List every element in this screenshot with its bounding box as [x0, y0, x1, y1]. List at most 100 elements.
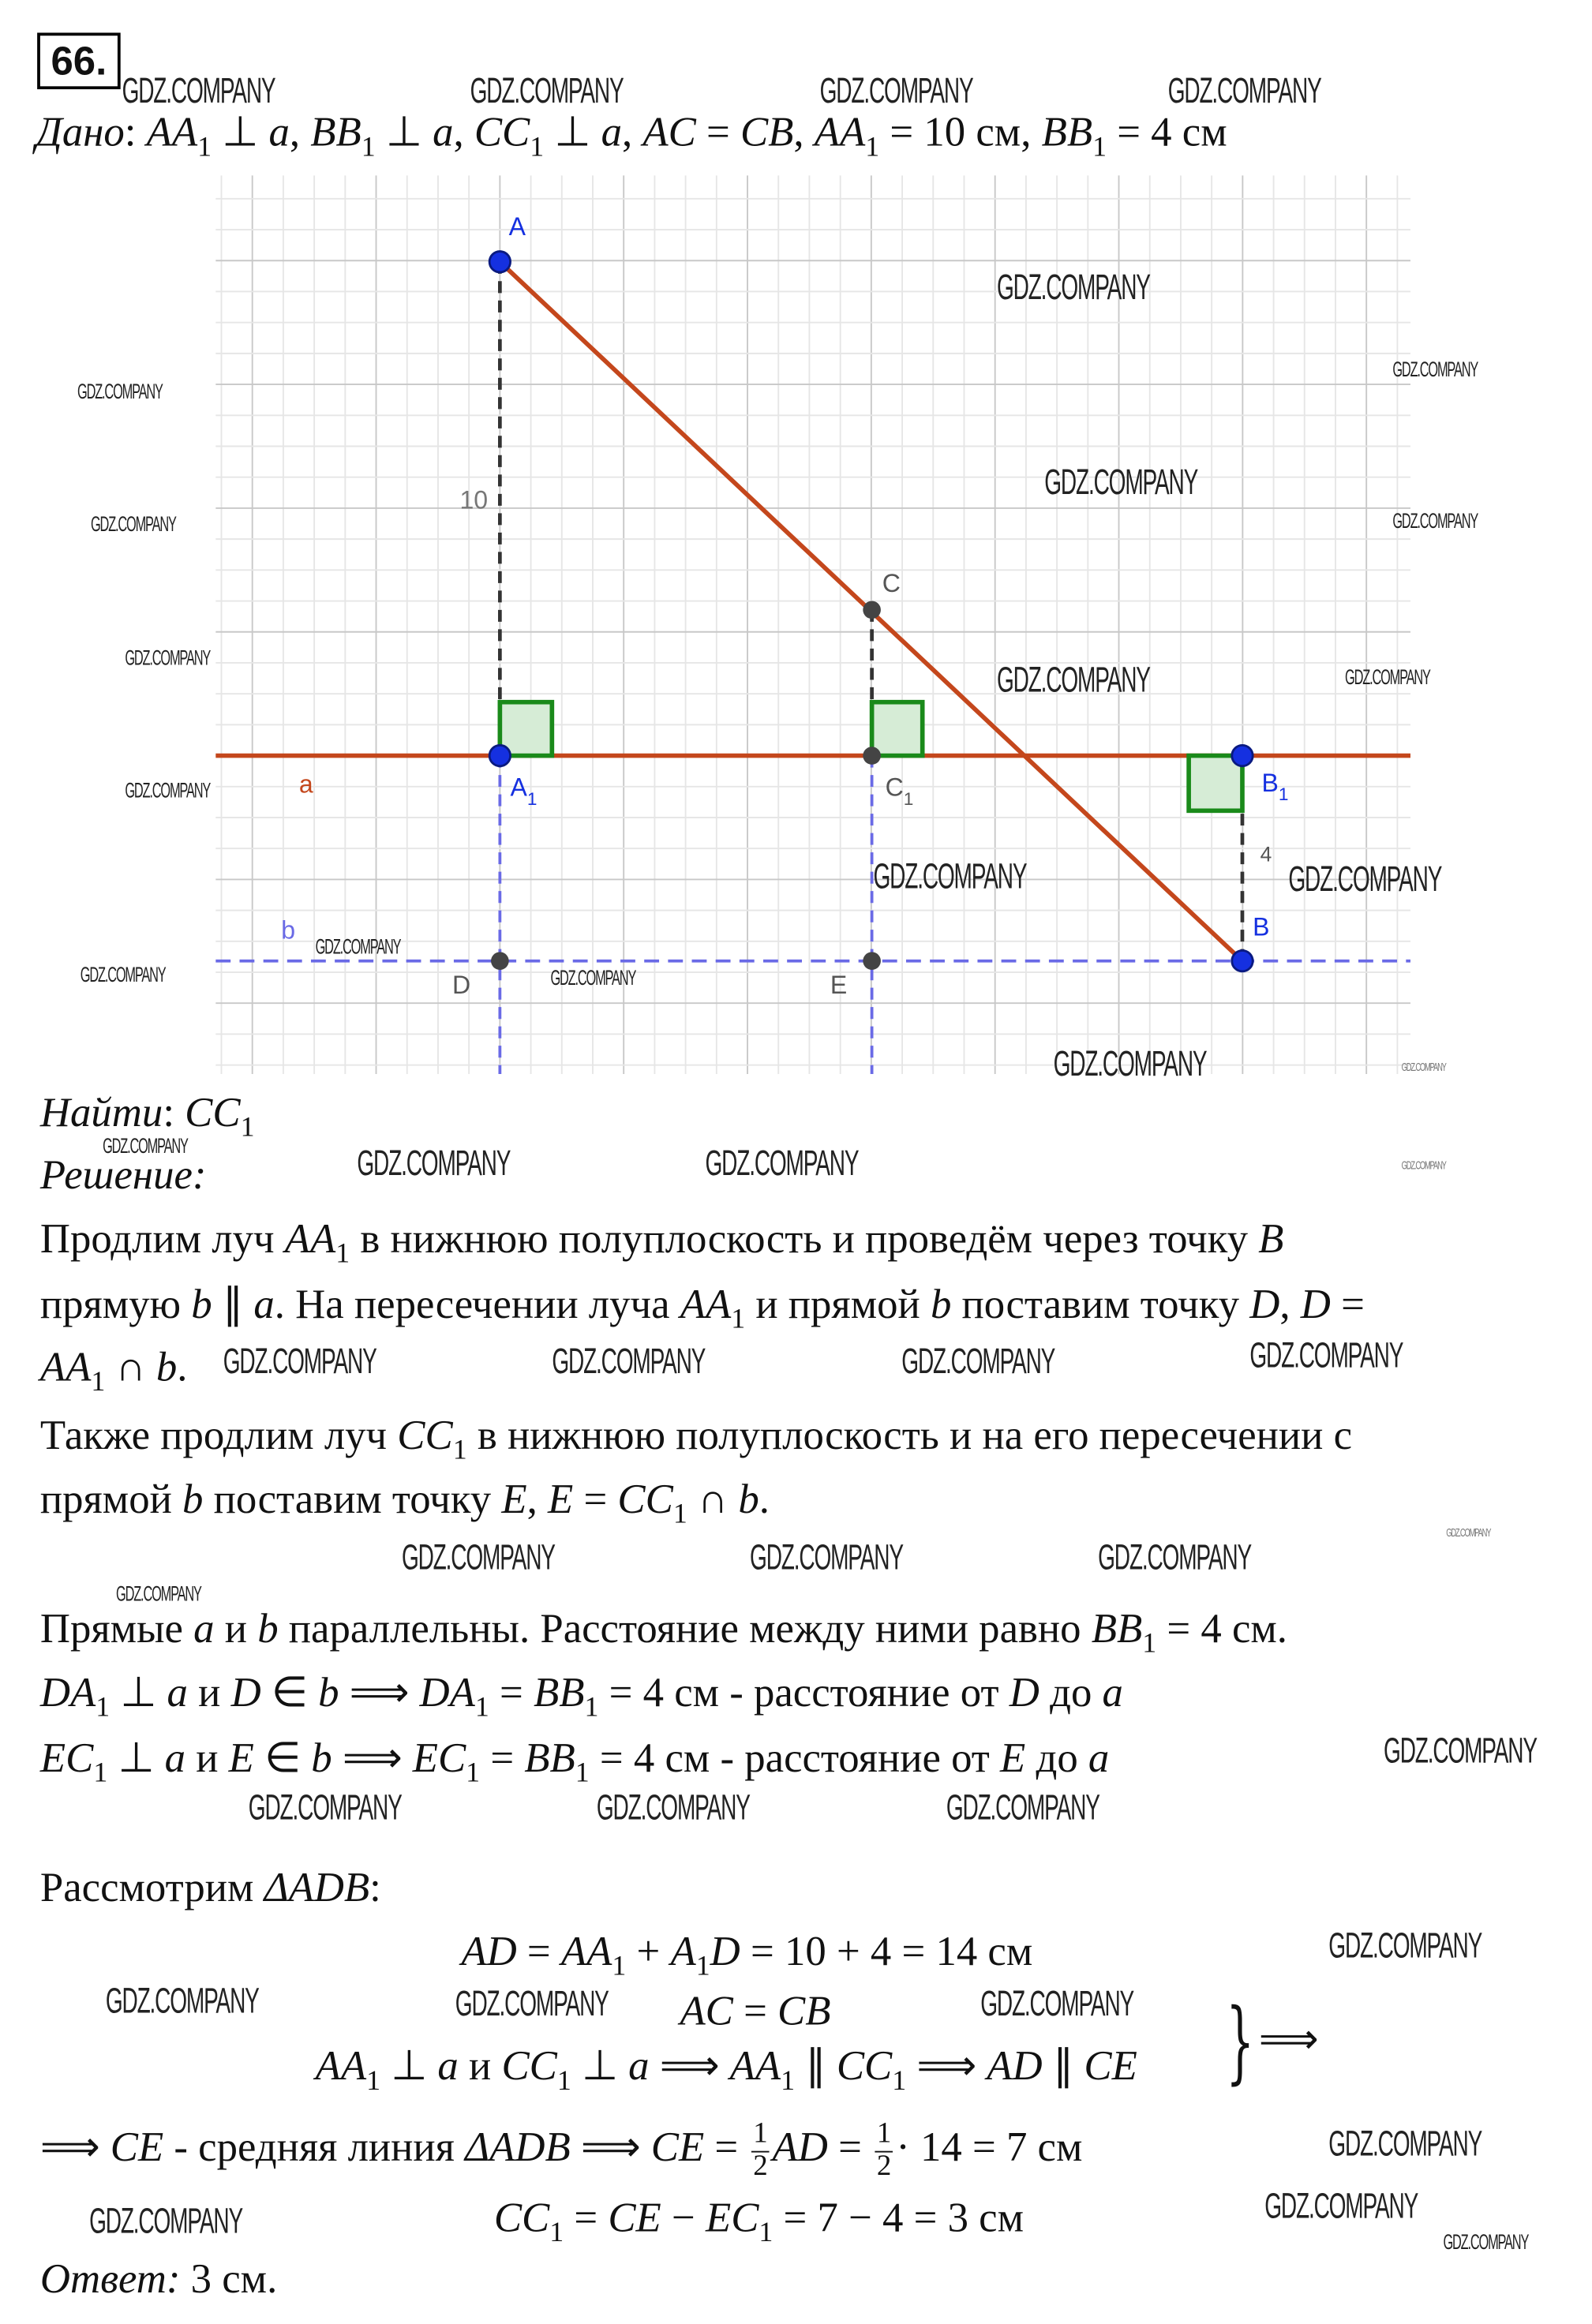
watermark: GDZ.COMPANY	[315, 934, 402, 958]
subscript: 1	[366, 2065, 381, 2098]
math-symbol: a	[433, 110, 454, 156]
math-symbol: DA	[419, 1670, 475, 1717]
text-run: Прямые	[39, 1606, 194, 1653]
math-symbol: AC	[642, 110, 696, 156]
text-run: - средняя линия	[163, 2124, 466, 2172]
text-run: = 4 см - расстояние от	[598, 1670, 1010, 1717]
math-symbol: DA	[39, 1670, 96, 1717]
text-run: в нижнюю полуплоскость и проведём через …	[350, 1216, 1259, 1263]
math-symbol: AA	[284, 1216, 336, 1263]
text-run: ∩	[105, 1345, 156, 1391]
subscript: 1	[731, 1304, 746, 1336]
text-run: до	[1025, 1735, 1088, 1783]
text-run: поставим точку	[951, 1282, 1250, 1329]
midline-part-3: · 14 = 7 см	[896, 2125, 1082, 2171]
math-symbol: E	[501, 1476, 527, 1524]
paragraph-4: Также продлим луч CC1 в нижнюю полуплоск…	[40, 1416, 1352, 1465]
text-run: :	[124, 110, 147, 156]
math-symbol: D	[1300, 1282, 1331, 1329]
math-symbol: AA	[729, 2043, 781, 2090]
label-B1: B1	[1261, 769, 1288, 804]
math-symbol: a	[1088, 1735, 1110, 1783]
text-run: ,	[1279, 1282, 1301, 1329]
text-run: ,	[526, 1476, 549, 1524]
system-implies: ⟹	[1258, 2017, 1319, 2064]
denominator: 2	[876, 2150, 892, 2182]
length-AA1: 10	[459, 486, 488, 515]
math-symbol: AA	[560, 1929, 612, 1976]
geometry-diagram: A A1 C C1 B1 B D E a b 10 4	[215, 175, 1410, 1074]
text-run: =	[489, 1670, 534, 1717]
text-run: :	[369, 1865, 381, 1912]
text-run: прямой	[39, 1476, 183, 1524]
math-symbol: a	[253, 1282, 275, 1329]
paragraph-7: DA1 ⊥ a и D ∈ b ⟹ DA1 = BB1 = 4 см - рас…	[39, 1670, 1123, 1724]
subscript: 1	[361, 132, 376, 163]
midline-line: ⟹ CE - средняя линия ΔADB ⟹ CE = 1 2 AD = …	[40, 2118, 1082, 2182]
point-B	[1231, 949, 1254, 973]
watermark: GDZ.COMPANY	[901, 1342, 1055, 1383]
math-symbol: ΔADB	[264, 1865, 370, 1912]
subscript: 1	[575, 1757, 590, 1790]
given-line: Дано: AA1 ⊥ a, BB1 ⊥ a, CC1 ⊥ a, AC = CB…	[36, 110, 1227, 163]
math-symbol: D	[710, 1929, 740, 1976]
system-line-3: AA1 ⊥ a и CC1 ⊥ a ⟹ AA1 ∥ CC1 ⟹ AD ∥ CE	[315, 2043, 1137, 2098]
watermark: GDZ.COMPANY	[1044, 462, 1198, 503]
watermark: GDZ.COMPANY	[1167, 71, 1322, 112]
subscript: 1	[612, 1951, 627, 1983]
watermark: GDZ.COMPANY	[552, 1342, 706, 1383]
math-symbol: AA	[315, 2043, 367, 2090]
math-symbol: B	[1258, 1216, 1284, 1263]
math-symbol: b	[191, 1282, 212, 1329]
text-run: ∈	[260, 1670, 319, 1717]
text-run: ,	[621, 110, 643, 156]
math-symbol: Дано	[36, 110, 125, 156]
subscript: 1	[240, 1112, 255, 1143]
math-symbol: b	[155, 1345, 178, 1391]
text-run: ∩	[687, 1476, 739, 1524]
subscript: 1	[865, 132, 880, 163]
text-run: и	[185, 1735, 229, 1783]
subscript: 1	[91, 1366, 106, 1398]
math-symbol: EC	[705, 2195, 759, 2242]
watermark: GDZ.COMPANY	[125, 646, 211, 670]
watermark: GDZ.COMPANY	[89, 2201, 243, 2242]
text-run: . На пересечении луча	[274, 1282, 680, 1329]
watermark: GDZ.COMPANY	[1443, 2229, 1529, 2254]
math-symbol: a	[437, 2043, 459, 2090]
math-symbol: a	[601, 110, 622, 156]
text-run: =	[564, 2195, 609, 2242]
math-symbol: ΔADB	[465, 2124, 571, 2172]
label-C: C	[882, 569, 901, 597]
text-run: ⊥	[375, 110, 433, 156]
math-symbol: BB	[1041, 110, 1093, 156]
math-symbol: BB	[534, 1670, 585, 1717]
subscript: 1	[93, 1757, 108, 1790]
point-C	[863, 601, 881, 619]
label-A: A	[509, 212, 526, 241]
midline-part-1: ⟹ CE - средняя линия ΔADB ⟹ CE =	[40, 2125, 748, 2171]
subscript: 1	[892, 2065, 907, 2098]
subscript: 1	[549, 2217, 564, 2249]
watermark: GDZ.COMPANY	[90, 511, 177, 536]
text-run: до	[1039, 1670, 1103, 1717]
watermark: GDZ.COMPANY	[1328, 1926, 1482, 1967]
math-symbol: a	[628, 2043, 650, 2090]
text-run: Также продлим луч	[39, 1413, 398, 1460]
numerator: 1	[876, 2118, 892, 2150]
right-angle-B1	[1186, 753, 1245, 814]
label-B: B	[1253, 913, 1269, 941]
math-symbol: b	[311, 1735, 332, 1783]
text-run: .	[177, 1345, 188, 1391]
math-symbol: CB	[777, 1989, 831, 2035]
math-symbol: BB	[524, 1735, 575, 1783]
text-run: параллельны. Расстояние между ними равно	[278, 1606, 1092, 1653]
math-symbol: CE	[1084, 2043, 1137, 2090]
math-symbol: CC	[185, 1090, 241, 1137]
numerator: 1	[753, 2118, 768, 2150]
subscript: 1	[452, 1435, 467, 1466]
subscript: 1	[96, 1692, 111, 1724]
math-symbol: CC	[493, 2195, 550, 2242]
watermark: GDZ.COMPANY	[105, 1981, 260, 2022]
